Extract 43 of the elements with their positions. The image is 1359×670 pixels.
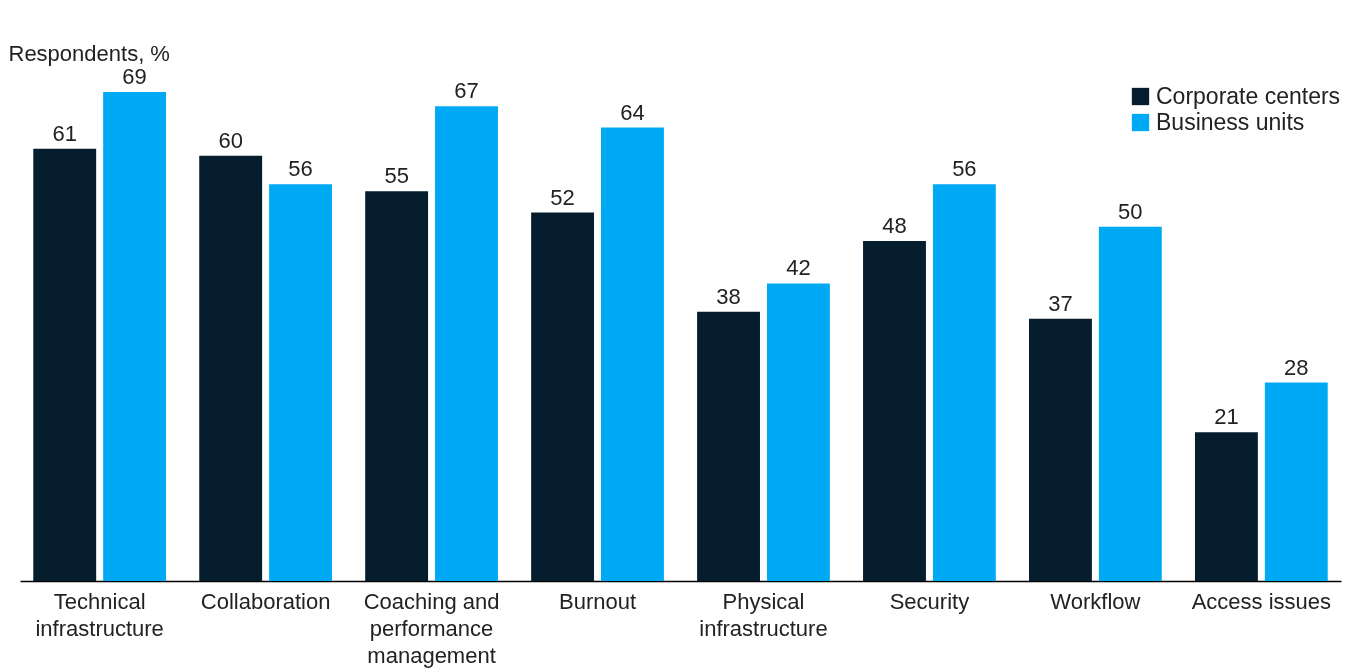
x-tick-label: Security (889, 588, 970, 614)
bar (932, 184, 996, 581)
bar (766, 283, 830, 581)
data-label: 61 (52, 120, 77, 146)
data-label: 48 (882, 212, 907, 238)
data-label: 69 (122, 64, 147, 90)
x-tick-label: Coaching and performance management (363, 588, 500, 668)
data-label: 56 (952, 156, 977, 182)
bar (103, 92, 167, 581)
bar (531, 212, 595, 581)
bar (365, 191, 429, 581)
bar (601, 127, 664, 581)
x-tick-label: Workflow (1050, 588, 1141, 614)
x-tick-label: Physical infrastructure (699, 588, 828, 641)
legend-label: Corporate centers (1156, 82, 1341, 109)
data-label: 50 (1118, 198, 1143, 224)
x-tick-label: Collaboration (200, 588, 331, 614)
bar (199, 155, 263, 581)
bar (1098, 226, 1162, 581)
bar (1029, 318, 1092, 581)
bar (269, 184, 332, 581)
bar (697, 311, 760, 581)
data-label: 37 (1048, 290, 1073, 316)
data-label: 38 (716, 283, 741, 309)
bar (863, 240, 926, 581)
bar (1194, 432, 1258, 581)
data-label: 52 (550, 184, 575, 210)
data-label: 56 (288, 156, 313, 182)
data-label: 42 (786, 255, 811, 281)
data-label: 55 (384, 163, 409, 189)
bar (1264, 382, 1328, 581)
data-label: 28 (1284, 354, 1309, 380)
data-label: 60 (218, 127, 243, 153)
bar (435, 106, 498, 581)
y-axis-title: Respondents, % (8, 40, 170, 66)
legend-label: Business units (1156, 108, 1305, 135)
x-tick-label: Burnout (558, 588, 637, 614)
bar (33, 148, 97, 581)
data-label: 64 (620, 99, 645, 125)
x-tick-label: Technical infrastructure (35, 588, 164, 641)
data-label: 67 (454, 78, 479, 104)
x-tick-label: Access issues (1191, 588, 1332, 614)
data-label: 21 (1214, 404, 1239, 430)
